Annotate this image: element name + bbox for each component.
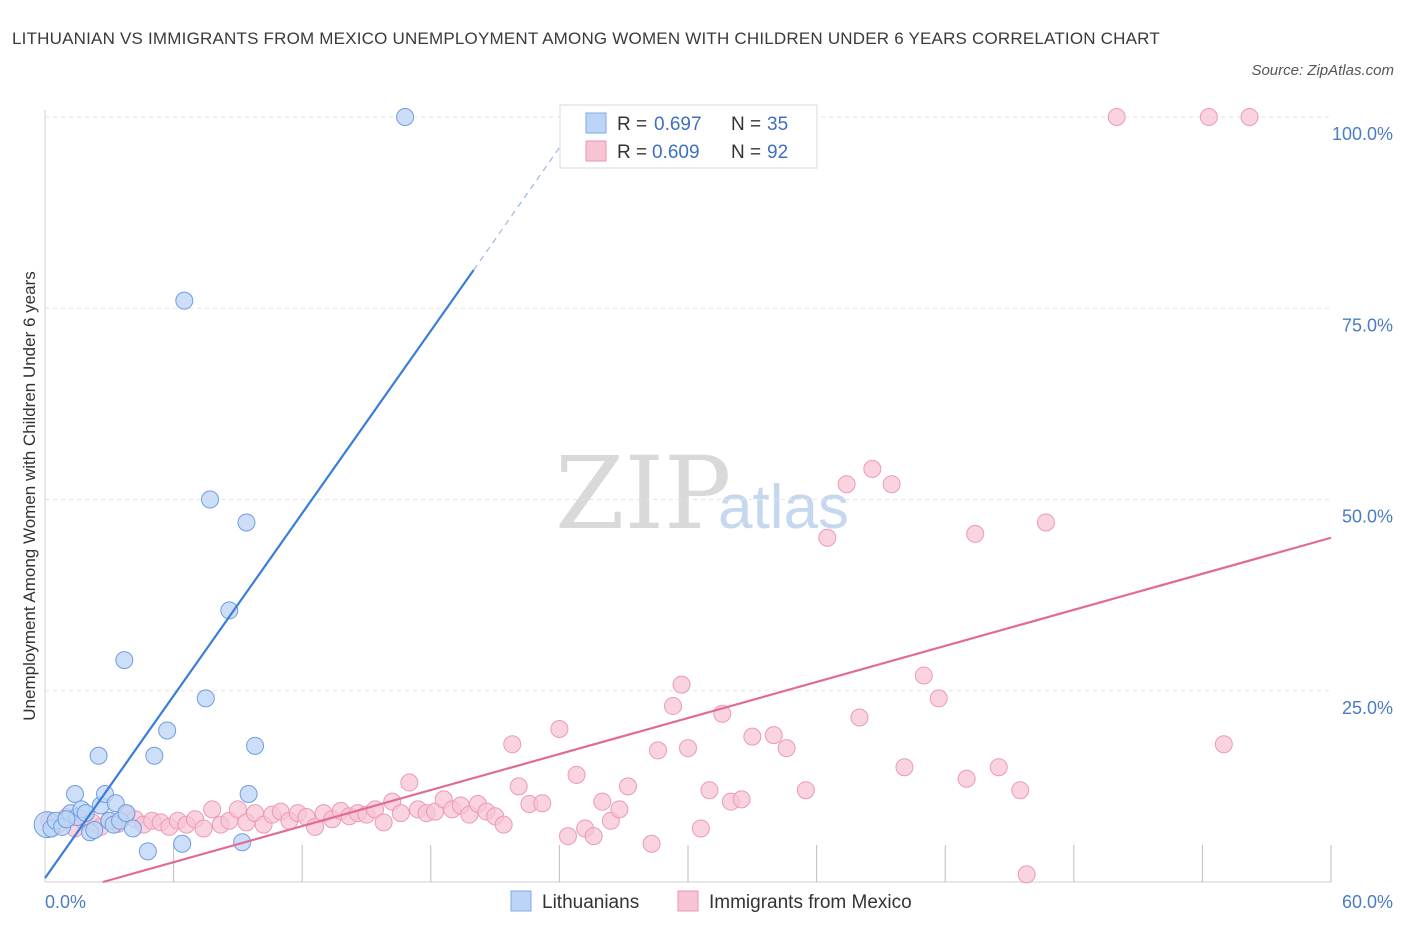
y-tick-labels: 25.0% 50.0% 75.0% 100.0% — [1332, 124, 1393, 718]
y-tick-label-3: 100.0% — [1332, 124, 1393, 144]
mexico-point-39 — [374, 813, 393, 832]
mexico-point-82 — [837, 475, 856, 494]
stats-r-label-0: R = — [617, 114, 647, 135]
lithuanian-point-32 — [115, 651, 134, 670]
mexico-point-63 — [593, 792, 612, 811]
mexico-point-73 — [700, 781, 719, 800]
mexico-point-19 — [203, 800, 222, 819]
lithuanian-point-26 — [220, 601, 239, 620]
lithuanian-points — [33, 108, 415, 861]
stats-swatch-mexico — [585, 140, 607, 162]
legend-swatch-mexico — [677, 890, 699, 912]
mexico-point-55 — [509, 777, 528, 796]
stats-r-value-1: 0.609 — [652, 142, 700, 163]
stats-n-label-1: N = — [731, 142, 761, 163]
mexico-point-89 — [957, 769, 976, 788]
mexico-point-57 — [533, 794, 552, 813]
mexico-point-80 — [796, 781, 815, 800]
mexico-point-62 — [584, 827, 603, 846]
lithuanian-point-24 — [196, 689, 215, 708]
lithuanian-point-30 — [246, 736, 265, 755]
lithuanian-point-34 — [57, 810, 76, 829]
mexico-point-93 — [1017, 865, 1036, 884]
lithuanian-point-10 — [85, 820, 104, 839]
mexico-point-22 — [228, 800, 247, 819]
mexico-point-76 — [732, 790, 751, 809]
stats-r-label-1: R = — [617, 142, 647, 163]
lithuanian-point-19 — [138, 842, 157, 861]
mexico-point-91 — [989, 758, 1008, 777]
lithuanian-point-22 — [173, 834, 192, 853]
mexico-point-67 — [642, 834, 661, 853]
legend-swatch-lithuanians — [510, 890, 532, 912]
legend-label-mexico: Immigrants from Mexico — [709, 892, 912, 913]
legend: Lithuanians Immigrants from Mexico — [510, 890, 912, 913]
lithuanian-point-28 — [237, 513, 256, 532]
mexico-point-96 — [1107, 108, 1126, 126]
stats-n-value-0: 35 — [767, 114, 788, 135]
mexico-point-81 — [818, 528, 837, 547]
mexico-point-95 — [1214, 735, 1233, 754]
lithuanian-point-21 — [158, 721, 177, 740]
stats-box: R = 0.697 N = 35 R = 0.609 N = 92 — [559, 104, 818, 169]
lithuanian-point-18 — [123, 819, 142, 838]
mexico-point-65 — [610, 800, 629, 819]
y-tick-label-0: 25.0% — [1342, 698, 1393, 718]
mexico-point-97 — [1199, 108, 1218, 126]
lithuanian-point-33 — [396, 108, 415, 126]
stats-n-value-1: 92 — [767, 142, 788, 163]
mexico-point-60 — [567, 765, 586, 784]
lithuanian-trend-line — [44, 269, 475, 879]
stats-n-label-0: N = — [731, 114, 761, 135]
mexico-point-66 — [618, 777, 637, 796]
mexico-point-18 — [194, 819, 213, 838]
mexico-point-83 — [850, 708, 869, 727]
mexico-point-69 — [663, 697, 682, 716]
mexico-point-87 — [914, 666, 933, 685]
chart-source: Source: ZipAtlas.com — [1251, 62, 1394, 79]
mexico-point-42 — [400, 773, 419, 792]
mexico-point-70 — [672, 675, 691, 694]
x-tick-label-1: 60.0% — [1342, 892, 1393, 912]
lithuanian-point-5 — [66, 785, 85, 804]
mexico-point-90 — [966, 524, 985, 543]
x-tick-label-0: 0.0% — [45, 892, 86, 912]
mexico-point-98 — [1240, 108, 1259, 126]
mexico-point-78 — [764, 726, 783, 745]
lithuanian-point-23 — [175, 291, 194, 310]
mexico-point-79 — [777, 739, 796, 758]
mexico-point-86 — [895, 758, 914, 777]
mexico-point-77 — [743, 727, 762, 746]
y-axis-label: Unemployment Among Women with Children U… — [20, 271, 39, 720]
mexico-point-71 — [679, 739, 697, 758]
lithuanian-point-31 — [89, 746, 108, 765]
chart-title: LITHUANIAN VS IMMIGRANTS FROM MEXICO UNE… — [12, 29, 1160, 48]
lithuanian-point-29 — [239, 785, 258, 804]
mexico-point-41 — [391, 804, 410, 823]
mexico-point-84 — [863, 459, 882, 478]
x-tick-labels: 0.0% 60.0% — [45, 892, 1393, 912]
mexico-point-94 — [1036, 513, 1055, 532]
watermark-zip: ZIP — [555, 435, 731, 552]
mexico-point-53 — [494, 815, 513, 834]
stats-swatch-lithuanians — [585, 112, 607, 134]
mexico-point-85 — [882, 475, 901, 494]
mexico-point-88 — [929, 689, 948, 708]
y-tick-label-2: 75.0% — [1342, 315, 1393, 335]
lithuanian-point-25 — [201, 490, 220, 509]
mexico-point-68 — [648, 741, 667, 760]
lithuanian-point-20 — [145, 746, 164, 765]
mexico-point-72 — [691, 819, 710, 838]
y-tick-label-1: 50.0% — [1342, 507, 1393, 527]
lithuanian-point-17 — [117, 804, 136, 823]
stats-r-value-0: 0.697 — [654, 114, 702, 135]
mexico-point-59 — [558, 827, 577, 846]
legend-label-lithuanians: Lithuanians — [542, 892, 639, 913]
mexico-point-54 — [503, 735, 522, 754]
mexico-trend-line — [102, 536, 1332, 884]
x-minor-ticks — [173, 845, 1332, 882]
mexico-point-92 — [1011, 781, 1030, 800]
mexico-point-58 — [550, 720, 569, 738]
